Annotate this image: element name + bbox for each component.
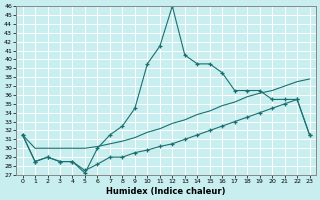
- X-axis label: Humidex (Indice chaleur): Humidex (Indice chaleur): [106, 187, 226, 196]
